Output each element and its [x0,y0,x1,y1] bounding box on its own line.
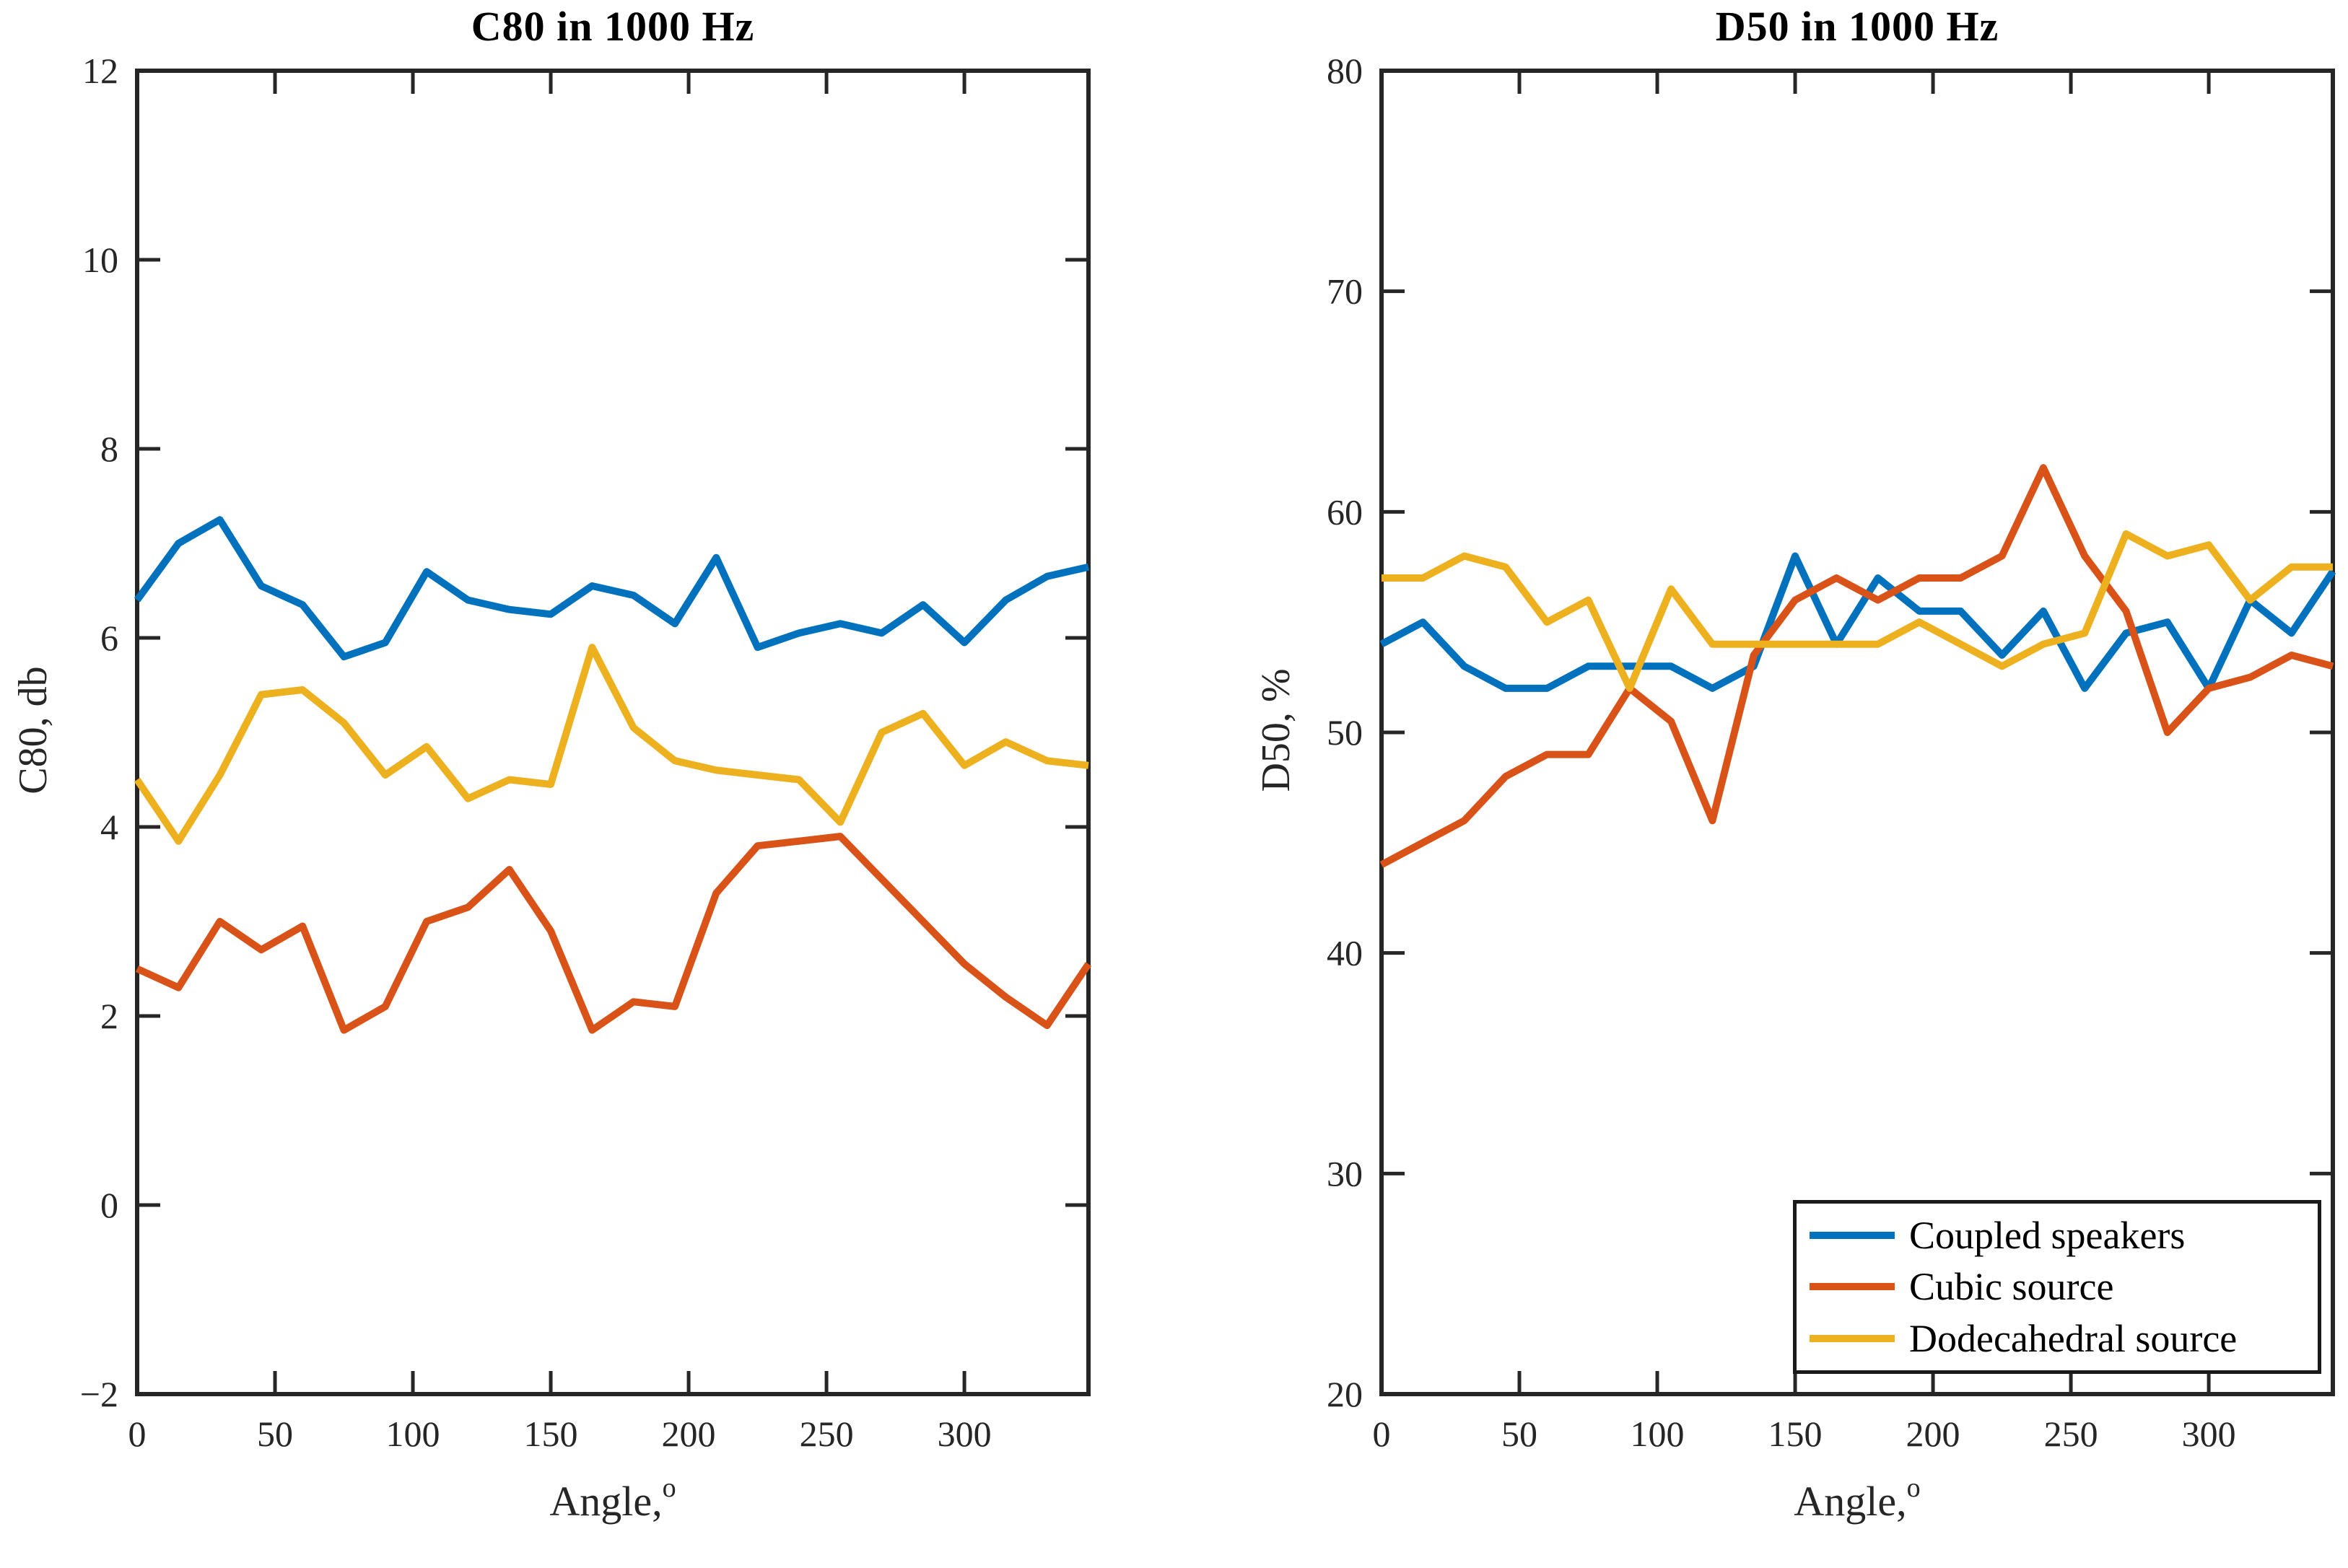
x-tick-label: 150 [1768,1414,1823,1454]
left-y-axis-label: C80, db [11,666,56,794]
y-tick-label: 70 [1327,271,1363,312]
y-tick-label: 6 [100,618,118,658]
left-x-axis-label: Angle,o [396,1472,829,1537]
legend-item: Coupled speakers [1797,1212,2318,1258]
x-tick-label: 100 [1631,1414,1685,1454]
y-tick-label: 8 [100,429,118,469]
x-tick-label: 150 [524,1414,578,1454]
legend-line-sample-cubic [1810,1283,1895,1291]
y-tick-label: 2 [100,996,118,1036]
x-tick-label: 50 [257,1414,293,1454]
left-x-axis-label-sup: o [662,1473,676,1503]
x-tick-label: 0 [1373,1414,1391,1454]
series-line-coupled-speakers [1379,552,2336,692]
y-tick-label: 10 [82,240,118,280]
series-line-cubic-source [1379,464,2334,868]
y-tick-label: −2 [80,1374,118,1414]
x-tick-label: 200 [1906,1414,1960,1454]
legend-item-label: Dodecahedral source [1909,1317,2238,1361]
series-line-dodecahedral-source [1382,530,2333,692]
y-tick-label: 60 [1327,491,1363,532]
y-tick-label: 4 [100,807,118,847]
x-tick-label: 50 [1501,1414,1537,1454]
legend-item: Dodecahedral source [1797,1315,2318,1362]
x-tick-label: 0 [128,1414,147,1454]
y-tick-label: 50 [1327,712,1363,753]
x-tick-label: 200 [662,1414,716,1454]
x-tick-label: 300 [2182,1414,2236,1454]
left-x-axis-label-text: Angle, [549,1478,663,1525]
axes-box [1379,69,2335,1396]
series-line-cubic-source [135,833,1092,1034]
axes-box [135,69,1091,1396]
left-chart-title: C80 in 1000 Hz [471,3,755,50]
series-line-coupled-speakers [134,516,1090,661]
legend-line-sample-coupled [1810,1231,1895,1239]
legend-line-sample-dodecahedral [1810,1335,1895,1343]
legend-item-label: Cubic source [1909,1265,2114,1309]
right-x-axis-label-sup: o [1906,1473,1921,1503]
y-tick-label: 20 [1327,1374,1363,1414]
right-x-axis-label: Angle,o [1641,1472,2074,1537]
x-tick-label: 300 [938,1414,992,1454]
y-tick-label: 0 [100,1185,118,1225]
legend-item: Cubic source [1797,1263,2318,1310]
right-y-axis-label: D50, % [1254,668,1299,792]
x-tick-label: 100 [386,1414,440,1454]
y-tick-label: 30 [1327,1153,1363,1193]
y-tick-label: 80 [1327,51,1363,91]
right-chart-title: D50 in 1000 Hz [1715,3,1999,50]
series-line-dodecahedral-source [134,644,1089,845]
legend-item-label: Coupled speakers [1909,1213,2186,1257]
x-tick-label: 250 [800,1414,854,1454]
right-x-axis-label-text: Angle, [1794,1478,1907,1525]
x-tick-label: 250 [2044,1414,2098,1454]
y-tick-label: 12 [82,51,118,91]
y-tick-label: 40 [1327,933,1363,973]
legend: Coupled speakers Cubic source Dodecahedr… [1793,1200,2321,1374]
